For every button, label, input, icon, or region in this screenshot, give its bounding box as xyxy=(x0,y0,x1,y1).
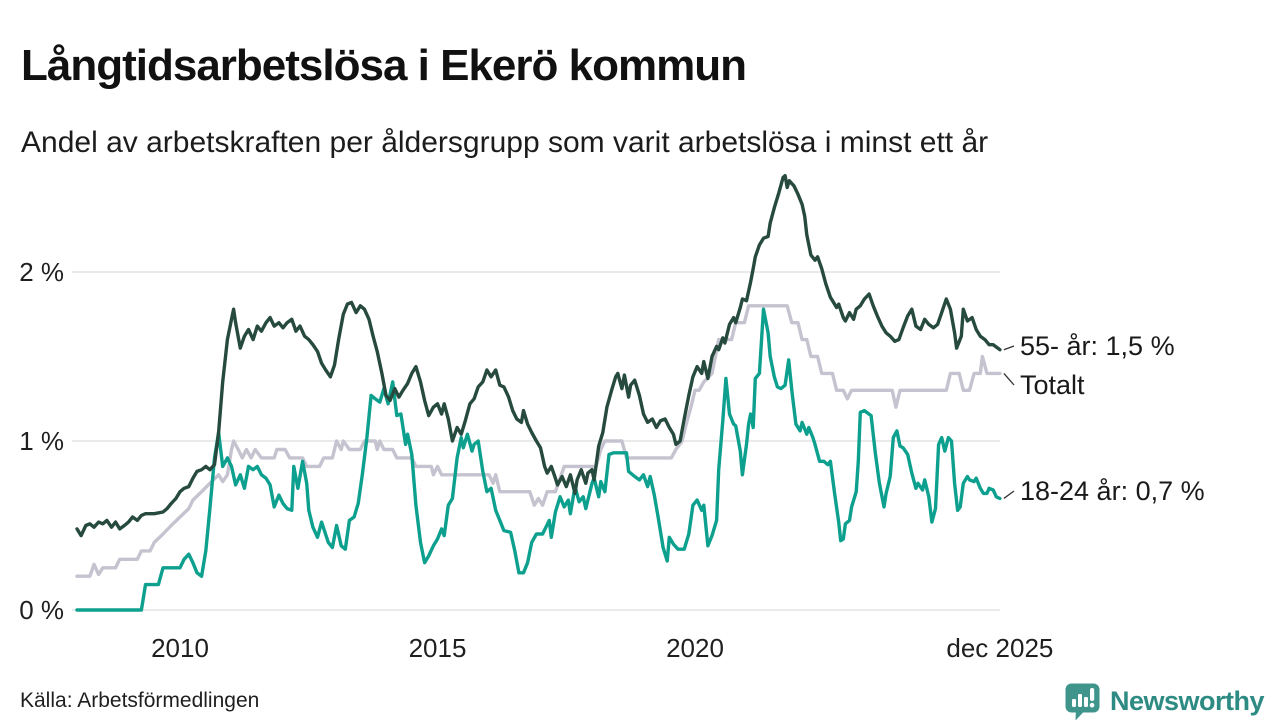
y-tick-label: 2 % xyxy=(19,257,64,287)
y-tick-label: 1 % xyxy=(19,426,64,456)
logo-bar-1 xyxy=(1071,699,1076,707)
series-end-label: 18-24 år: 0,7 % xyxy=(1020,476,1205,506)
x-tick-label: 2015 xyxy=(409,633,467,663)
line-chart: 0 % 1 % 2 % 2010 2015 2020 dec 2025 Totalt 18-24… xyxy=(19,173,1205,663)
brand-logo: Newsworthy xyxy=(1064,682,1265,720)
series-line-55-r xyxy=(75,173,1002,538)
x-tick-label: dec 2025 xyxy=(946,633,1053,663)
y-tick-label: 0 % xyxy=(19,595,64,625)
logo-bar-3 xyxy=(1083,697,1088,707)
series-end-label: Totalt xyxy=(1020,370,1085,400)
series-line-18-24-r xyxy=(75,307,1002,612)
chart-subtitle: Andel av arbetskraften per åldersgrupp s… xyxy=(21,126,989,159)
brand-name: Newsworthy xyxy=(1109,686,1265,716)
newsworthy-icon xyxy=(1065,683,1100,720)
logo-exclamation-dot xyxy=(1089,702,1095,708)
label-connector xyxy=(1003,345,1015,351)
series-line-totalt xyxy=(75,304,1002,578)
speech-bubble-shape xyxy=(1065,683,1100,720)
series-end-label: 55- år: 1,5 % xyxy=(1020,331,1175,361)
logo-exclamation-bar xyxy=(1089,688,1095,701)
chart-title: Långtidsarbetslösa i Ekerö kommun xyxy=(21,41,747,91)
x-tick-label: 2010 xyxy=(151,633,209,663)
label-connector xyxy=(1003,372,1015,386)
logo-bar-2 xyxy=(1077,694,1082,707)
x-tick-label: 2020 xyxy=(666,633,724,663)
source-credit: Källa: Arbetsförmedlingen xyxy=(20,689,260,712)
label-connector xyxy=(1003,490,1015,499)
